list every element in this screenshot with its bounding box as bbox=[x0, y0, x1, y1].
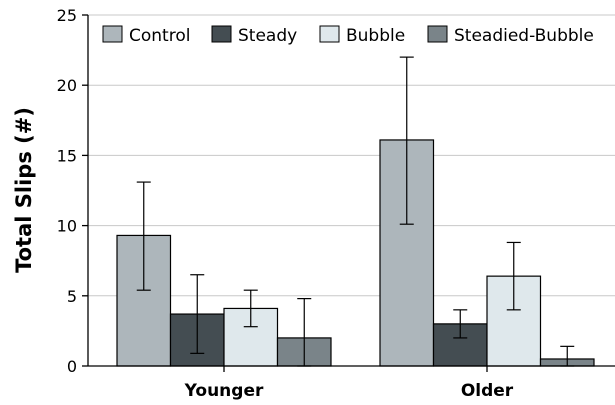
legend-item-bubble: Bubble bbox=[319, 25, 405, 46]
x-category-labels: Younger Older bbox=[184, 381, 514, 401]
legend-swatch bbox=[427, 25, 448, 43]
y-tick-label: 15 bbox=[57, 146, 77, 165]
y-tick-labels: 0 5 10 15 20 25 bbox=[57, 6, 77, 376]
y-tick-label: 10 bbox=[57, 217, 77, 236]
error-bar-older-control bbox=[399, 56, 414, 225]
legend-item-steady: Steady bbox=[211, 25, 297, 46]
x-category-label-older: Older bbox=[461, 381, 514, 401]
y-tick-label: 25 bbox=[57, 6, 77, 25]
legend-swatch bbox=[319, 25, 340, 43]
legend-label: Steadied-Bubble bbox=[454, 26, 594, 46]
legend-swatch bbox=[102, 25, 123, 43]
legend-label: Steady bbox=[238, 26, 297, 46]
y-axis-title: Total Slips (#) bbox=[12, 107, 36, 273]
y-tick-label: 0 bbox=[67, 357, 77, 376]
legend: Control Steady Bubble Steadied-Bubble bbox=[102, 25, 594, 46]
legend-label: Control bbox=[129, 26, 190, 46]
legend-item-control: Control bbox=[102, 25, 190, 46]
legend-item-steadied-bubble: Steadied-Bubble bbox=[427, 25, 594, 46]
error-bar-younger-control bbox=[136, 181, 151, 291]
bars bbox=[116, 139, 595, 367]
error-bar-younger-steady bbox=[190, 274, 205, 354]
error-bar-younger-bubble bbox=[243, 289, 258, 328]
x-category-label-younger: Younger bbox=[184, 381, 264, 401]
error-bar-older-steady bbox=[453, 309, 468, 339]
y-tick-label: 20 bbox=[57, 76, 77, 95]
error-bar-older-bubble bbox=[506, 241, 521, 311]
axes bbox=[82, 14, 615, 372]
legend-label: Bubble bbox=[346, 26, 405, 46]
legend-swatch bbox=[211, 25, 232, 43]
y-tick-label: 5 bbox=[67, 287, 77, 306]
